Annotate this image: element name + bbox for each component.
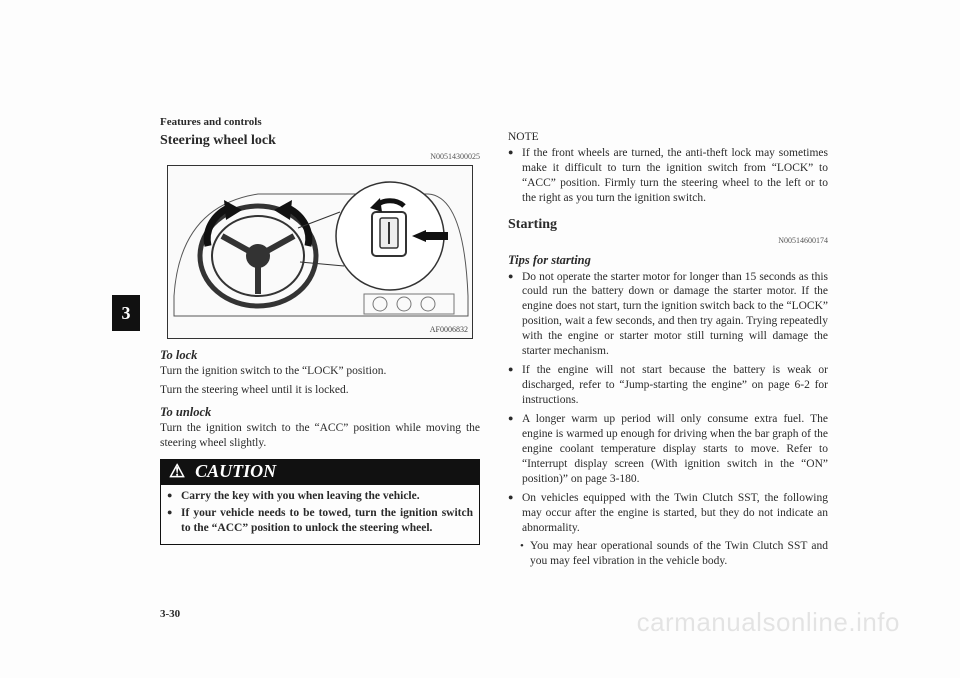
to-unlock-text: Turn the ignition switch to the “ACC” po… [160, 421, 480, 451]
right-column: NOTE If the front wheels are turned, the… [508, 130, 828, 569]
note-item: If the front wheels are turned, the anti… [508, 146, 828, 206]
content-columns: Steering wheel lock N00514300025 [160, 130, 828, 569]
page-number: 3-30 [160, 608, 180, 620]
subheading-to-unlock: To unlock [160, 404, 480, 420]
to-lock-line2: Turn the steering wheel until it is lock… [160, 383, 480, 398]
caution-box: ⚠ CAUTION Carry the key with you when le… [160, 459, 480, 545]
note-label: NOTE [508, 130, 828, 145]
steering-lock-illustration [168, 166, 472, 338]
section-header: Features and controls [160, 116, 262, 128]
caution-item-2: If your vehicle needs to be towed, turn … [167, 506, 473, 536]
note-list: If the front wheels are turned, the anti… [508, 146, 828, 206]
caution-title-text: CAUTION [195, 460, 276, 483]
tip-item-2: If the engine will not start because the… [508, 363, 828, 408]
manual-page: Features and controls 3 Steering wheel l… [0, 0, 960, 678]
subheading-tips: Tips for starting [508, 252, 828, 268]
caution-title-bar: ⚠ CAUTION [161, 460, 479, 485]
heading-starting: Starting [508, 216, 828, 234]
left-column: Steering wheel lock N00514300025 [160, 130, 480, 569]
tip-item-4: On vehicles equipped with the Twin Clutc… [508, 491, 828, 536]
caution-body: Carry the key with you when leaving the … [161, 485, 479, 544]
warning-triangle-icon: ⚠ [169, 460, 185, 483]
figure-code: AF0006832 [430, 325, 468, 335]
tip-sub-bullet: You may hear operational sounds of the T… [508, 539, 828, 569]
subheading-to-lock: To lock [160, 347, 480, 363]
watermark-text: carmanualsonline.info [637, 607, 900, 638]
ref-code-right: N00514600174 [508, 236, 828, 246]
caution-item-1: Carry the key with you when leaving the … [167, 489, 473, 504]
ref-code-left: N00514300025 [160, 152, 480, 162]
chapter-tab: 3 [112, 295, 140, 331]
figure-steering-lock: AF0006832 [167, 165, 473, 339]
heading-steering-lock: Steering wheel lock [160, 132, 480, 150]
to-lock-line1: Turn the ignition switch to the “LOCK” p… [160, 364, 480, 379]
tips-list: Do not operate the starter motor for lon… [508, 270, 828, 536]
tip-item-1: Do not operate the starter motor for lon… [508, 270, 828, 360]
tip-item-3: A longer warm up period will only consum… [508, 412, 828, 487]
